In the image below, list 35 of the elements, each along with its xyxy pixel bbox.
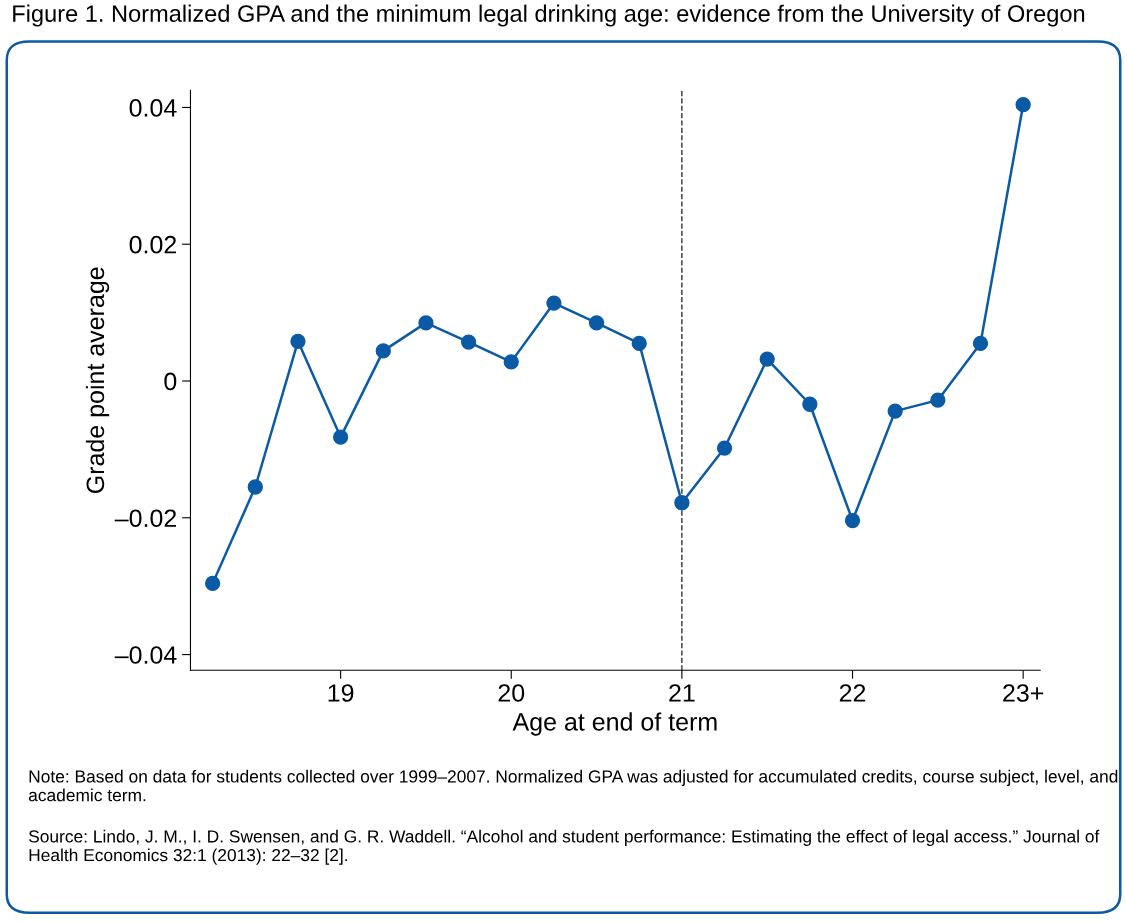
point bbox=[375, 343, 391, 359]
point bbox=[631, 335, 647, 352]
point bbox=[1015, 97, 1031, 113]
y-tick-label: –0.04 bbox=[114, 646, 177, 664]
y-axis-title: Grade point average bbox=[85, 267, 110, 494]
point bbox=[674, 495, 690, 511]
point bbox=[887, 403, 903, 419]
point bbox=[930, 392, 946, 408]
point bbox=[460, 334, 477, 350]
point bbox=[716, 440, 733, 456]
point bbox=[247, 479, 263, 495]
source-note: Source: Lindo, J. M., I. D. Swensen, and G. R. Waddell. “Alcohol and student performance: Estimating the effect of legal access.” Journal of Health Economics 32:1 (2013): 22–32 [2]. bbox=[28, 829, 1100, 865]
point bbox=[844, 512, 861, 529]
point bbox=[205, 575, 221, 592]
x-tick-label: 19 bbox=[328, 684, 354, 702]
x-tick-label: 23+ bbox=[1003, 684, 1044, 702]
y-tick-label: –0.02 bbox=[114, 509, 177, 528]
x-axis-title: Age at end of term bbox=[512, 712, 717, 736]
point bbox=[290, 333, 306, 349]
point bbox=[418, 315, 434, 331]
point bbox=[503, 354, 519, 370]
x-tick-label: 21 bbox=[669, 684, 695, 702]
chart-title: Figure 1. Normalized GPA and the minimum legal drinking age: evidence from the University of Oregon bbox=[13, 4, 1085, 27]
point bbox=[546, 295, 562, 311]
y-tick-label: 0 bbox=[164, 372, 177, 391]
y-tick-label: 0.04 bbox=[129, 99, 177, 117]
x-tick-label: 22 bbox=[839, 684, 866, 702]
text: Note: Based on data for students collected over 1999–2007. Normalized GPA was adjusted for accumulated credits, course subject, level, and academic term. bbox=[28, 769, 1118, 802]
y-tick-label: 0.02 bbox=[129, 235, 177, 254]
point bbox=[972, 335, 989, 352]
point bbox=[588, 315, 605, 331]
point bbox=[802, 396, 818, 412]
point bbox=[759, 351, 775, 367]
point bbox=[332, 429, 349, 445]
x-tick-label: 20 bbox=[498, 684, 525, 702]
